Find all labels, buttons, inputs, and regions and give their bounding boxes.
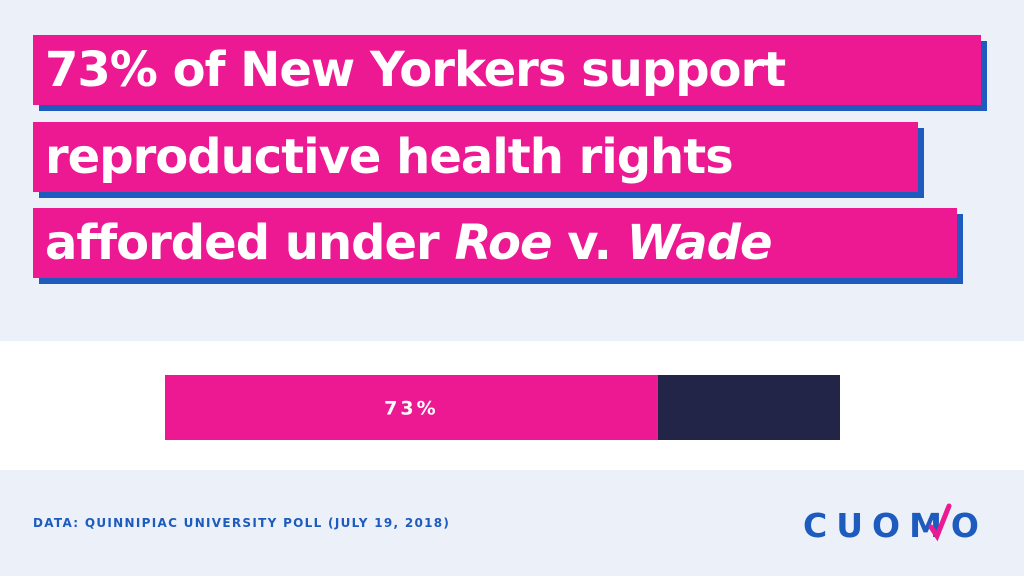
logo-text: CUOMO — [803, 506, 988, 545]
chart-band: 73% — [0, 341, 1024, 470]
bar-segment-1 — [165, 375, 658, 440]
logo-check-icon — [928, 503, 952, 542]
cuomo-logo: CUOMO — [803, 503, 988, 545]
headline-line-2-text: reproductive health rights — [45, 129, 734, 185]
headline-line-3-prefix: afforded under — [45, 215, 455, 271]
data-source: DATA: QUINNIPIAC UNIVERSITY POLL (JULY 1… — [33, 516, 451, 530]
headline-line-1-text: 73% of New Yorkers support — [45, 42, 786, 98]
bar-segment-2 — [657, 375, 840, 440]
bar-segment-1-label: 73% — [384, 398, 438, 420]
headline-line-3-mid: v. — [551, 215, 627, 271]
headline-line-1: 73% of New Yorkers support — [33, 35, 981, 105]
headline-line-3: afforded under Roe v. Wade — [33, 208, 957, 278]
headline-line-2: reproductive health rights — [33, 122, 918, 192]
stacked-bar-chart: 73% — [165, 375, 840, 440]
headline-wade: Wade — [626, 215, 773, 271]
headline-roe: Roe — [454, 215, 552, 271]
